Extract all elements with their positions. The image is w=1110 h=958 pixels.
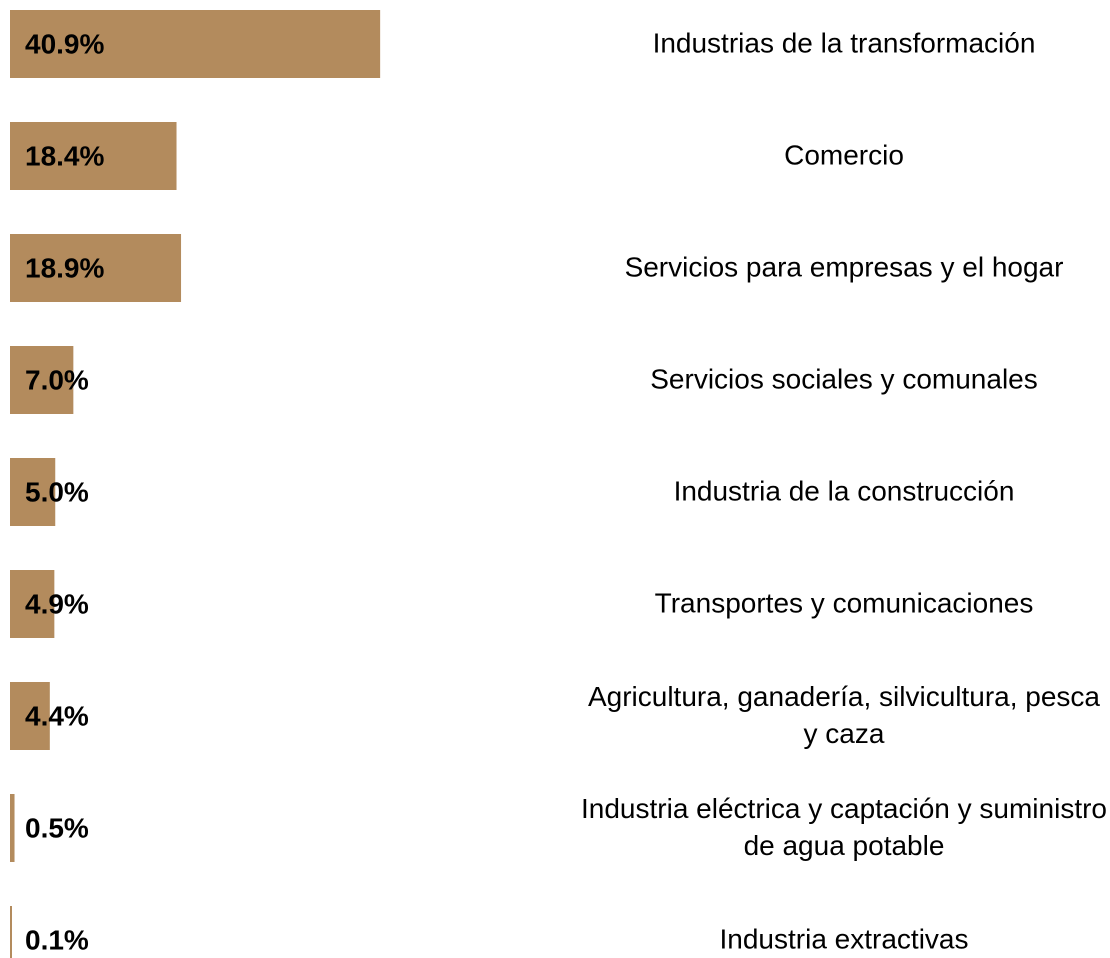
category-label: Servicios sociales y comunales [650, 363, 1038, 395]
category-label: Agricultura, ganadería, silvicultura, pe… [587, 681, 1101, 749]
value-label: 0.5% [25, 812, 89, 843]
bar [10, 906, 12, 958]
category-label: Industria de la construcción [673, 475, 1015, 507]
value-label: 7.0% [25, 364, 89, 395]
value-label: 4.4% [25, 700, 89, 731]
value-label: 5.0% [25, 476, 89, 507]
category-label: Industria extractivas [719, 923, 969, 955]
value-label: 0.1% [25, 924, 89, 955]
bar [10, 10, 381, 78]
category-label: Industria eléctrica y captación y sumini… [581, 793, 1107, 861]
value-label: 18.9% [25, 252, 104, 283]
bar [10, 346, 74, 414]
category-label: Comercio [784, 139, 904, 171]
category-label: Transportes y comunicaciones [654, 587, 1034, 619]
bar [10, 234, 182, 302]
category-label: Servicios para empresas y el hogar [624, 251, 1064, 283]
bar [10, 570, 55, 638]
bar [10, 794, 15, 862]
bar [10, 458, 56, 526]
bar [10, 122, 177, 190]
bar [10, 682, 50, 750]
value-label: 18.4% [25, 140, 104, 171]
value-label: 4.9% [25, 588, 89, 619]
category-label: Industrias de la transformación [652, 27, 1036, 59]
value-label: 40.9% [25, 28, 104, 59]
